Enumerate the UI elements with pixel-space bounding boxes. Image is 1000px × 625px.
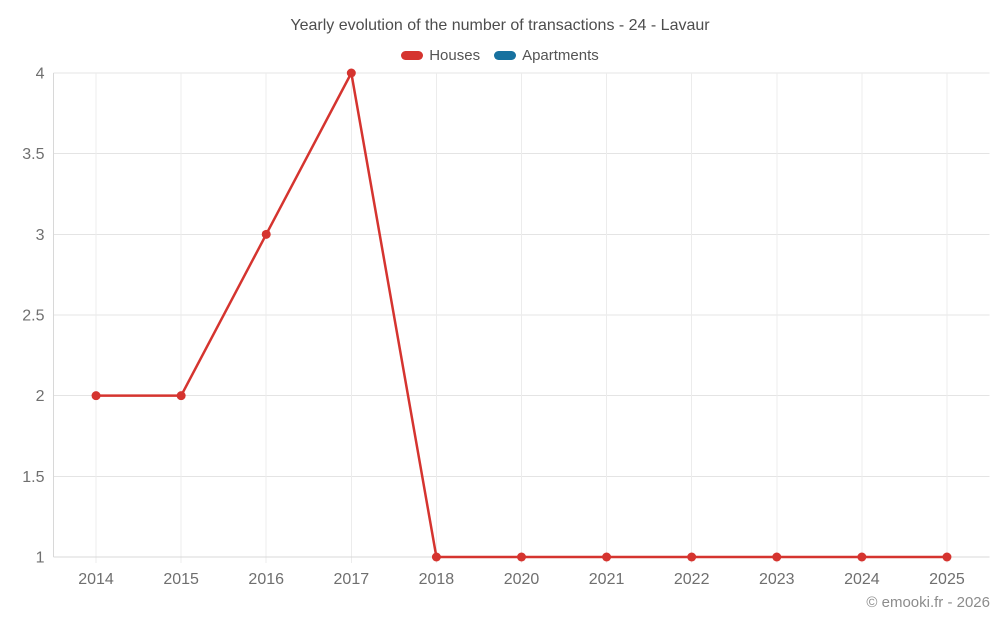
legend-swatch-icon (494, 51, 517, 60)
x-axis-tick-label: 2025 (929, 571, 965, 588)
data-point[interactable] (176, 391, 186, 401)
data-point[interactable] (942, 552, 952, 562)
legend-label: Apartments (522, 47, 599, 64)
legend-item-houses[interactable]: Houses (401, 47, 480, 64)
legend-swatch-icon (401, 51, 424, 60)
y-axis-tick-label: 2 (36, 388, 45, 405)
x-axis-tick-label: 2023 (759, 571, 795, 588)
data-point[interactable] (261, 229, 271, 239)
y-axis-tick-label: 3.5 (22, 146, 44, 163)
x-axis-tick-label: 2024 (844, 571, 880, 588)
data-point[interactable] (346, 68, 356, 78)
y-axis-tick-label: 1.5 (22, 469, 44, 486)
y-axis-tick-label: 4 (36, 66, 45, 83)
y-axis-tick-label: 3 (36, 227, 45, 244)
data-point[interactable] (602, 552, 612, 562)
x-axis-tick-label: 2018 (419, 571, 455, 588)
data-point[interactable] (517, 552, 526, 562)
x-axis-tick-label: 2017 (334, 571, 370, 588)
data-point[interactable] (687, 552, 697, 562)
chart-title: Yearly evolution of the number of transa… (290, 17, 710, 34)
x-axis-tick-label: 2021 (589, 571, 625, 588)
data-point[interactable] (431, 552, 441, 562)
legend-label: Houses (429, 47, 481, 64)
footer-credit: © emooki.fr - 2026 (866, 594, 990, 611)
x-axis-tick-label: 2020 (504, 571, 540, 588)
data-point[interactable] (91, 391, 101, 401)
data-point[interactable] (772, 552, 782, 562)
y-axis-tick-label: 2.5 (22, 308, 44, 325)
x-axis-tick-label: 2015 (163, 571, 199, 588)
legend: Houses Apartments (0, 47, 1000, 64)
x-axis-tick-label: 2014 (78, 571, 114, 588)
data-point[interactable] (857, 552, 867, 562)
x-axis-tick-label: 2022 (674, 571, 710, 588)
y-axis-tick-label: 1 (36, 550, 45, 567)
legend-item-apartments[interactable]: Apartments (494, 47, 599, 64)
x-axis-tick-label: 2016 (248, 571, 284, 588)
